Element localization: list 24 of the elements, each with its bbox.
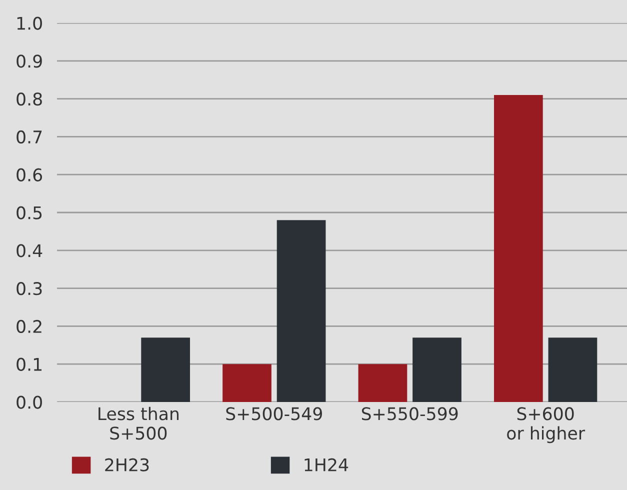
y-tick-label: 0.7 — [16, 130, 42, 144]
y-tick-label: 0.1 — [16, 358, 42, 371]
y-tick-label: 0.9 — [16, 54, 42, 68]
legend-label: 2H23 — [105, 458, 149, 472]
y-tick-label: 0.3 — [16, 282, 42, 296]
y-tick-label: 0.8 — [16, 92, 42, 106]
bar — [141, 338, 190, 402]
y-tick-label: 0.6 — [16, 168, 42, 182]
y-tick-label: 0.5 — [16, 206, 42, 220]
y-tick-label: 1.0 — [17, 16, 42, 30]
legend-label: 1H24 — [304, 458, 348, 472]
y-tick-label: 0.0 — [16, 396, 42, 409]
y-tick-label: 0.4 — [16, 244, 42, 258]
x-tick-label: S+550-599 — [362, 407, 458, 420]
x-tick-label: S+500-549 — [226, 407, 322, 420]
bar — [222, 364, 272, 402]
x-tick-label: Less than S+500 — [98, 406, 179, 440]
bar — [358, 364, 408, 402]
bar — [412, 338, 462, 402]
bar — [494, 95, 543, 402]
bar — [276, 220, 326, 402]
bar — [548, 338, 598, 402]
x-tick-label: S+600 or higher — [507, 407, 586, 444]
y-tick-label: 0.2 — [16, 320, 42, 334]
